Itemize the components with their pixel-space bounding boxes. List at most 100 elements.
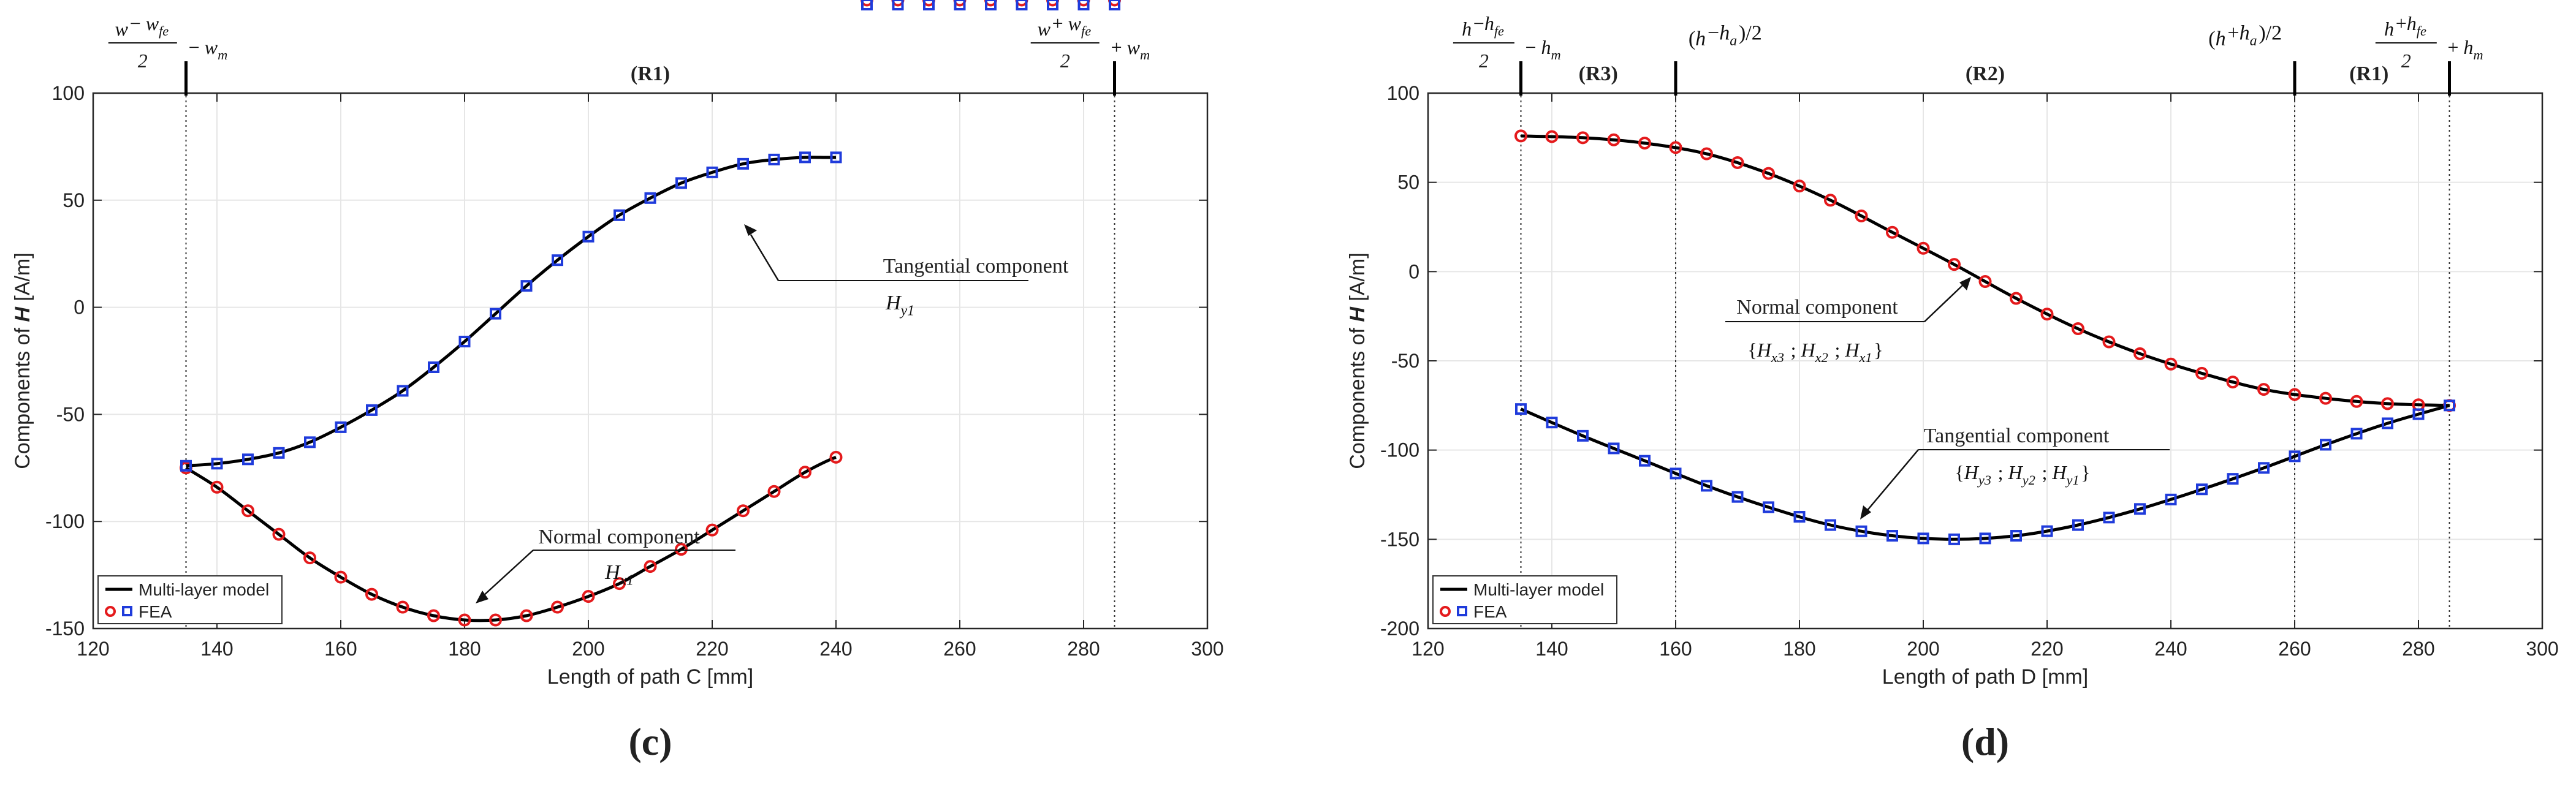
x-axis-label: Length of path D [mm] <box>1882 665 2088 689</box>
fea-tangential-marker <box>1608 442 1620 455</box>
x-tick-label: 260 <box>2278 638 2311 660</box>
fea-tangential-marker <box>1917 532 1929 545</box>
normal-annotation-arrowhead <box>1959 277 1971 290</box>
tangential-annotation-formula: {Hy3 ; Hy2 ; Hy1 } <box>1955 461 2090 488</box>
x-tick-label: 260 <box>943 638 976 660</box>
fea-tangential-marker <box>1793 511 1806 523</box>
fea-tangential-marker <box>1886 530 1898 542</box>
y-tick-label: -150 <box>1380 528 1419 550</box>
x-axis-label: Length of path C [mm] <box>547 665 753 689</box>
tangential-annotation-formula: Hy1 <box>885 292 916 319</box>
normal-component-model-line <box>1521 134 2450 407</box>
fea-tangential-marker <box>211 458 223 470</box>
normal-annotation-formula: {Hx3 ; Hx2 ; Hx1 } <box>1747 339 1883 365</box>
fea-normal-marker <box>1669 141 1682 154</box>
fea-tangential-marker <box>2227 473 2239 485</box>
fea-normal-marker <box>984 0 997 7</box>
fea-normal-marker <box>427 609 440 622</box>
fea-normal-marker <box>705 523 719 537</box>
fea-normal-marker <box>1108 0 1121 7</box>
y-tick-label: -100 <box>1380 439 1419 461</box>
margin-term: − hm <box>1525 36 1562 62</box>
fea-normal-marker <box>2319 391 2332 405</box>
y-tick-label: -50 <box>1391 350 1419 372</box>
fea-normal-marker <box>489 613 502 627</box>
y-tick-label: -150 <box>45 618 85 640</box>
fea-tangential-marker <box>2350 428 2363 440</box>
fea-normal-marker <box>582 590 595 603</box>
fea-tangential-marker <box>2134 503 2146 515</box>
fea-normal-marker <box>2195 366 2208 380</box>
fea-tangential-marker <box>2072 519 2084 531</box>
x-tick-label: 200 <box>1907 638 1939 660</box>
legend-fea-square <box>1457 606 1467 616</box>
fea-tangential-marker <box>458 336 471 348</box>
tangential-component-model-line <box>186 156 837 467</box>
fea-tangential-marker <box>644 192 656 204</box>
fea-normal-marker <box>2040 308 2054 321</box>
fea-tangential-marker <box>242 453 254 466</box>
normal-annotation-formula: Hx1 <box>604 561 636 589</box>
x-tick-label: 200 <box>572 638 604 660</box>
boundary-label-left: w − wfe 2 − wm <box>108 12 227 72</box>
fea-tangential-marker <box>2010 530 2022 542</box>
boundary-label-left: h −hfe 2 − hm <box>1453 12 1562 72</box>
fea-normal-marker <box>1978 275 1992 289</box>
legend-fea-label: FEA <box>139 602 172 621</box>
fea-tangential-marker <box>1546 417 1558 429</box>
fraction-numerator: h −hfe <box>1462 12 1506 40</box>
fea-tangential-marker <box>768 153 780 165</box>
fea-normal-marker <box>551 600 564 614</box>
boundary-label-inner-right: (h +ha )/2 <box>2208 21 2282 50</box>
x-tick-label: 280 <box>2402 638 2434 660</box>
tangential-annotation-arrowhead <box>744 224 757 236</box>
fea-normal-marker <box>1824 194 1837 207</box>
fea-normal-marker <box>1917 241 1930 255</box>
fea-normal-marker <box>2226 376 2240 389</box>
fea-normal-marker <box>1046 0 1059 7</box>
fraction-numerator: w − wfe <box>115 12 170 40</box>
fea-normal-marker <box>799 466 811 479</box>
tangential-annotation-arrowhead <box>1860 505 1871 520</box>
fea-normal-marker <box>1886 225 1899 239</box>
fea-tangential-marker <box>1731 491 1744 503</box>
normal-annotation-title: Normal component <box>1736 296 1898 319</box>
fea-tangential-marker <box>1109 0 1120 10</box>
fea-normal-marker <box>1545 130 1559 143</box>
margin-term: + wm <box>1111 36 1152 62</box>
x-tick-label: 220 <box>696 638 728 660</box>
fea-tangential-marker <box>273 447 285 459</box>
fea-normal-marker <box>644 560 657 573</box>
fea-normal-marker <box>922 0 935 7</box>
fea-normal-marker <box>891 0 905 7</box>
chart-panel-c: 120 140 160 180 200 220 240 260 280 300-150-100-5… <box>11 0 1224 763</box>
y-tick-label: -100 <box>45 510 85 532</box>
y-axis-label: Components of H [A/m] <box>11 252 34 469</box>
fea-tangential-marker <box>2289 450 2301 463</box>
tangential-annotation-arrow <box>750 234 780 281</box>
fea-normal-marker <box>241 504 254 518</box>
x-tick-label: 140 <box>1535 638 1568 660</box>
y-tick-label: 50 <box>1397 172 1419 194</box>
normal-annotation-arrow <box>1924 283 1965 322</box>
x-tick-label: 240 <box>2154 638 2187 660</box>
legend-model-label: Multi-layer model <box>1473 580 1604 599</box>
normal-annotation-arrow <box>482 550 534 597</box>
y-tick-label: 0 <box>74 297 85 319</box>
fea-normal-marker <box>520 609 533 622</box>
fea-normal-marker <box>613 577 626 591</box>
fea-normal-marker <box>2257 383 2270 396</box>
region-label-r3: (R3) <box>1579 62 1618 85</box>
fea-tangential-marker <box>304 436 316 448</box>
x-tick-label: 240 <box>819 638 852 660</box>
fea-tangential-marker <box>1577 429 1589 442</box>
fea-normal-marker <box>1514 129 1527 143</box>
x-tick-label: 180 <box>448 638 481 660</box>
fea-normal-marker <box>1855 209 1868 222</box>
normal-component-model-line <box>185 455 837 622</box>
legend-fea-square <box>122 606 132 616</box>
fea-normal-marker <box>1700 147 1713 161</box>
fea-tangential-marker <box>366 404 378 416</box>
fea-normal-marker <box>1576 131 1589 145</box>
fea-tangential-marker <box>428 361 439 373</box>
